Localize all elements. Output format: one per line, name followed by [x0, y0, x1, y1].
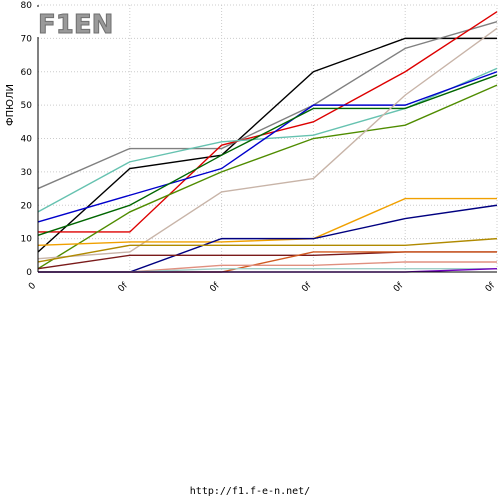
- x-tick-label: 0f: [392, 280, 406, 294]
- x-tick-label: 0f: [208, 280, 222, 294]
- series-line-9: [37, 197, 497, 246]
- y-tick-label: 10: [21, 235, 33, 245]
- logo-text: F1EN: [38, 10, 113, 40]
- series-line-7: [37, 84, 498, 270]
- series-line-3: [38, 11, 498, 233]
- y-tick-label: 80: [21, 1, 33, 11]
- series-line-5: [37, 71, 498, 223]
- y-tick-label: 70: [21, 34, 33, 44]
- series-line-11: [37, 237, 498, 263]
- series-line-8: [37, 27, 498, 260]
- y-tick-label: 20: [21, 201, 33, 211]
- y-tick-label: 0: [26, 268, 32, 278]
- y-tick-label: 60: [21, 68, 33, 78]
- gridlines: [38, 4, 498, 272]
- y-axis-label: ФПЮЛИ: [5, 84, 16, 126]
- x-tick-labels: 0 0f 0f 0f 0f 0f: [27, 280, 498, 294]
- y-tick-label: 30: [21, 168, 33, 178]
- x-tick-label: 0f: [300, 280, 314, 294]
- series-lines: [37, 11, 498, 273]
- y-tick-labels: 0 10 20 30 40 50 60 70 80: [21, 1, 33, 278]
- x-tick-label: 0f: [117, 280, 131, 294]
- series-line-2: [37, 21, 498, 190]
- series-line-12: [37, 251, 497, 270]
- logo: F1EN: [36, 7, 114, 41]
- footer-url[interactable]: http://f1.f-e-n.net/: [189, 486, 311, 497]
- series-line-6: [37, 74, 498, 236]
- series-line-4: [37, 67, 498, 213]
- x-tick-label: 0: [27, 281, 38, 292]
- y-tick-label: 50: [21, 101, 33, 111]
- y-tick-label: 40: [21, 135, 33, 145]
- series-line-1: [37, 37, 497, 253]
- x-tick-label: 0f: [484, 280, 498, 294]
